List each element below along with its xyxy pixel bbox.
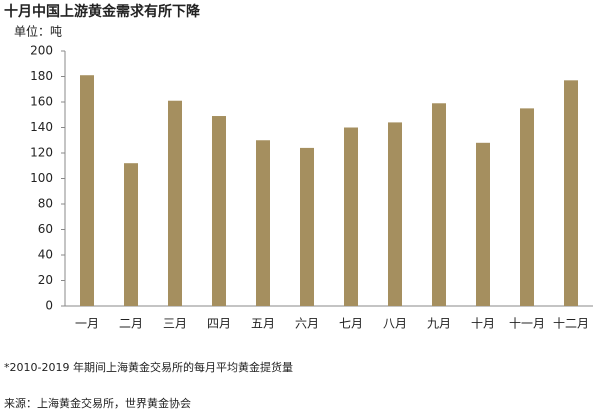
x-tick-label: 十一月	[509, 317, 545, 331]
bar	[388, 122, 402, 307]
x-tick-label: 五月	[251, 317, 275, 331]
x-tick-label: 一月	[75, 317, 99, 331]
bar	[124, 163, 138, 306]
bar	[300, 147, 314, 306]
y-tick-label: 20	[38, 273, 53, 287]
x-tick-label: 九月	[427, 317, 451, 331]
x-tick-label: 十月	[471, 317, 495, 331]
x-tick-label: 六月	[295, 317, 319, 331]
x-tick-label: 八月	[383, 317, 407, 331]
y-tick-label: 200	[30, 44, 53, 58]
bar	[476, 142, 490, 306]
y-tick-label: 100	[30, 171, 53, 185]
y-tick-label: 40	[38, 248, 53, 262]
x-tick-label: 四月	[207, 317, 231, 331]
bar	[168, 100, 182, 306]
x-tick-label: 三月	[163, 317, 187, 331]
source: 来源：上海黄金交易所，世界黄金协会	[4, 396, 191, 410]
y-tick-label: 140	[30, 120, 53, 134]
bar	[432, 103, 446, 307]
bar	[344, 127, 358, 306]
bar	[80, 75, 94, 306]
footnote: *2010-2019 年期间上海黄金交易所的每月平均黄金提货量	[4, 360, 293, 374]
chart-title: 十月中国上游黄金需求有所下降	[4, 3, 201, 20]
bar	[256, 140, 270, 306]
bar	[520, 108, 534, 306]
y-tick-label: 80	[38, 197, 53, 211]
y-tick-label: 60	[38, 222, 53, 236]
y-axis-label: 单位：吨	[14, 24, 62, 39]
bar	[212, 116, 226, 307]
y-tick-label: 120	[30, 146, 53, 160]
y-tick-label: 180	[30, 69, 53, 83]
y-tick-label: 0	[45, 299, 53, 313]
bar	[564, 80, 578, 306]
x-tick-label: 七月	[339, 317, 363, 331]
x-tick-label: 十二月	[553, 317, 589, 331]
x-tick-label: 二月	[119, 317, 143, 331]
y-tick-label: 160	[30, 95, 53, 109]
